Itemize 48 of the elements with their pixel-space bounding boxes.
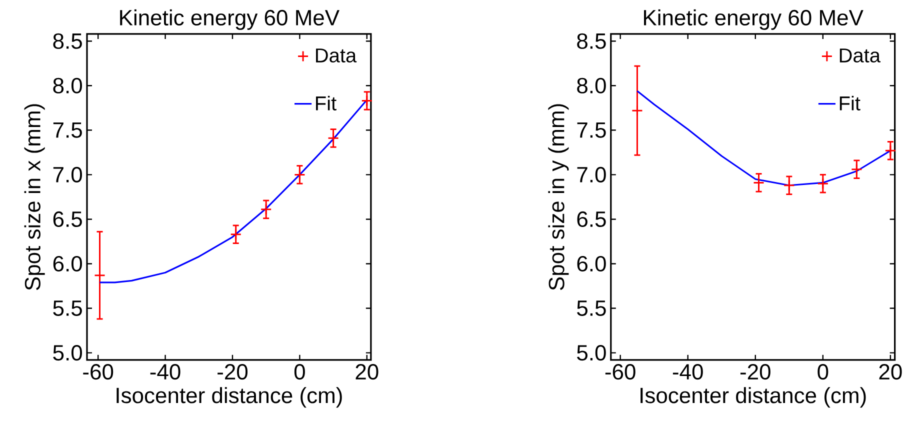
chart-title: Kinetic energy 60 MeV — [120, 9, 340, 30]
x-axis-title: Isocenter distance (cm) — [640, 387, 866, 408]
y-tick-label: 7.0 — [53, 166, 82, 183]
x-tick-label: 20 — [879, 364, 902, 380]
y-tick-label: 6.5 — [53, 211, 82, 228]
y-tick-label: 5.0 — [53, 345, 82, 361]
y-tick-label: 6.0 — [53, 256, 82, 272]
x-tick-label: -60 — [605, 364, 636, 380]
x-tick-label: 20 — [356, 364, 378, 380]
line-series — [636, 90, 892, 186]
y-tick-label: 8.0 — [577, 78, 606, 94]
point — [884, 144, 896, 156]
point — [260, 204, 272, 216]
x-axis-title: Isocenter distance (cm) — [116, 387, 342, 408]
x-tick-label: -60 — [83, 364, 114, 380]
x-tick-label: 0 — [294, 364, 305, 380]
x-tick-label: -40 — [150, 364, 180, 380]
x-tick-label: 0 — [818, 364, 828, 380]
y-tick-label: 8.5 — [577, 33, 606, 49]
point — [294, 168, 306, 180]
y-tick-label: 7.5 — [577, 122, 606, 138]
legend-label: Fit — [840, 96, 860, 111]
y-tick-label: 6.0 — [577, 256, 606, 272]
x-tick-label: -20 — [740, 364, 770, 380]
y-tick-label: 8.0 — [53, 78, 82, 94]
point — [783, 180, 795, 192]
point — [361, 95, 373, 107]
legend-label: Fit — [316, 96, 336, 111]
x-tick-label: -40 — [672, 364, 703, 380]
y-tick-label: 5.5 — [53, 300, 82, 316]
point — [850, 164, 862, 176]
point — [631, 104, 643, 116]
point — [817, 178, 829, 190]
y-tick-label: 5.0 — [577, 345, 606, 361]
y-tick-label: 7.0 — [577, 166, 606, 183]
y-axis-title: Spot size in y (mm) — [548, 104, 569, 290]
y-tick-label: 8.5 — [53, 33, 82, 49]
y-tick-label: 7.5 — [53, 122, 82, 138]
point — [230, 228, 242, 240]
legend-label: Data — [316, 48, 357, 63]
y-tick-label: 5.5 — [577, 300, 606, 316]
point — [753, 177, 765, 188]
legend-label: Data — [840, 48, 881, 63]
y-tick-label: 6.5 — [577, 211, 606, 228]
y-axis-title: Spot size in x (mm) — [24, 104, 45, 290]
point — [328, 132, 340, 144]
x-tick-label: -20 — [218, 364, 248, 380]
chart-title: Kinetic energy 60 MeV — [644, 9, 864, 30]
